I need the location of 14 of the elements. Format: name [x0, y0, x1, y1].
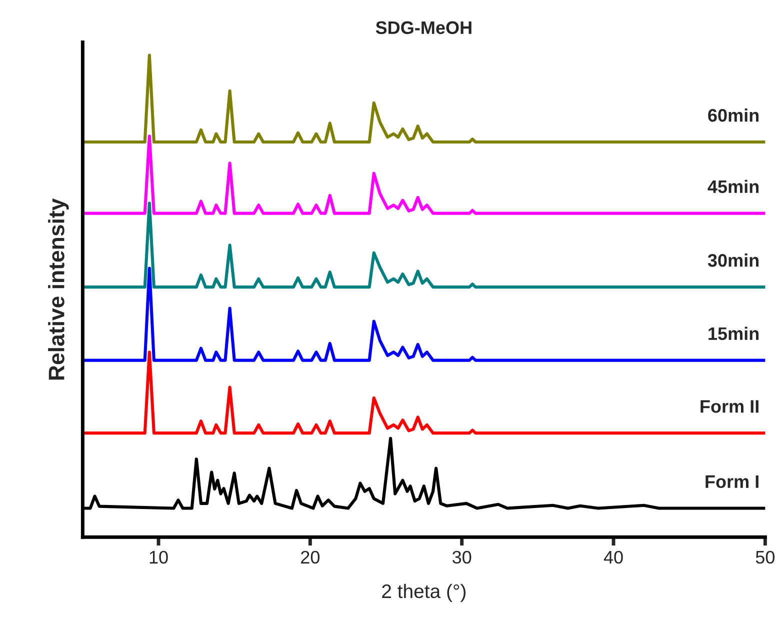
y-axis-title: Relative intensity: [48, 198, 69, 380]
x-tick-label: 10: [150, 550, 168, 564]
series-label: Form I: [706, 475, 758, 488]
series-label: 30min: [708, 254, 759, 267]
series-label: 45min: [708, 180, 759, 194]
series-label: 15min: [708, 326, 759, 340]
chart-title: SDG-MeOH: [376, 21, 472, 34]
series-label: 60min: [708, 108, 759, 122]
x-axis-title: 2 theta (°): [382, 584, 466, 602]
x-tick-label: 50: [756, 550, 775, 564]
series-label: Form II: [700, 400, 758, 413]
x-tick-label: 40: [604, 550, 623, 564]
x-tick-label: 30: [452, 550, 472, 564]
x-tick-label: 20: [301, 550, 320, 564]
